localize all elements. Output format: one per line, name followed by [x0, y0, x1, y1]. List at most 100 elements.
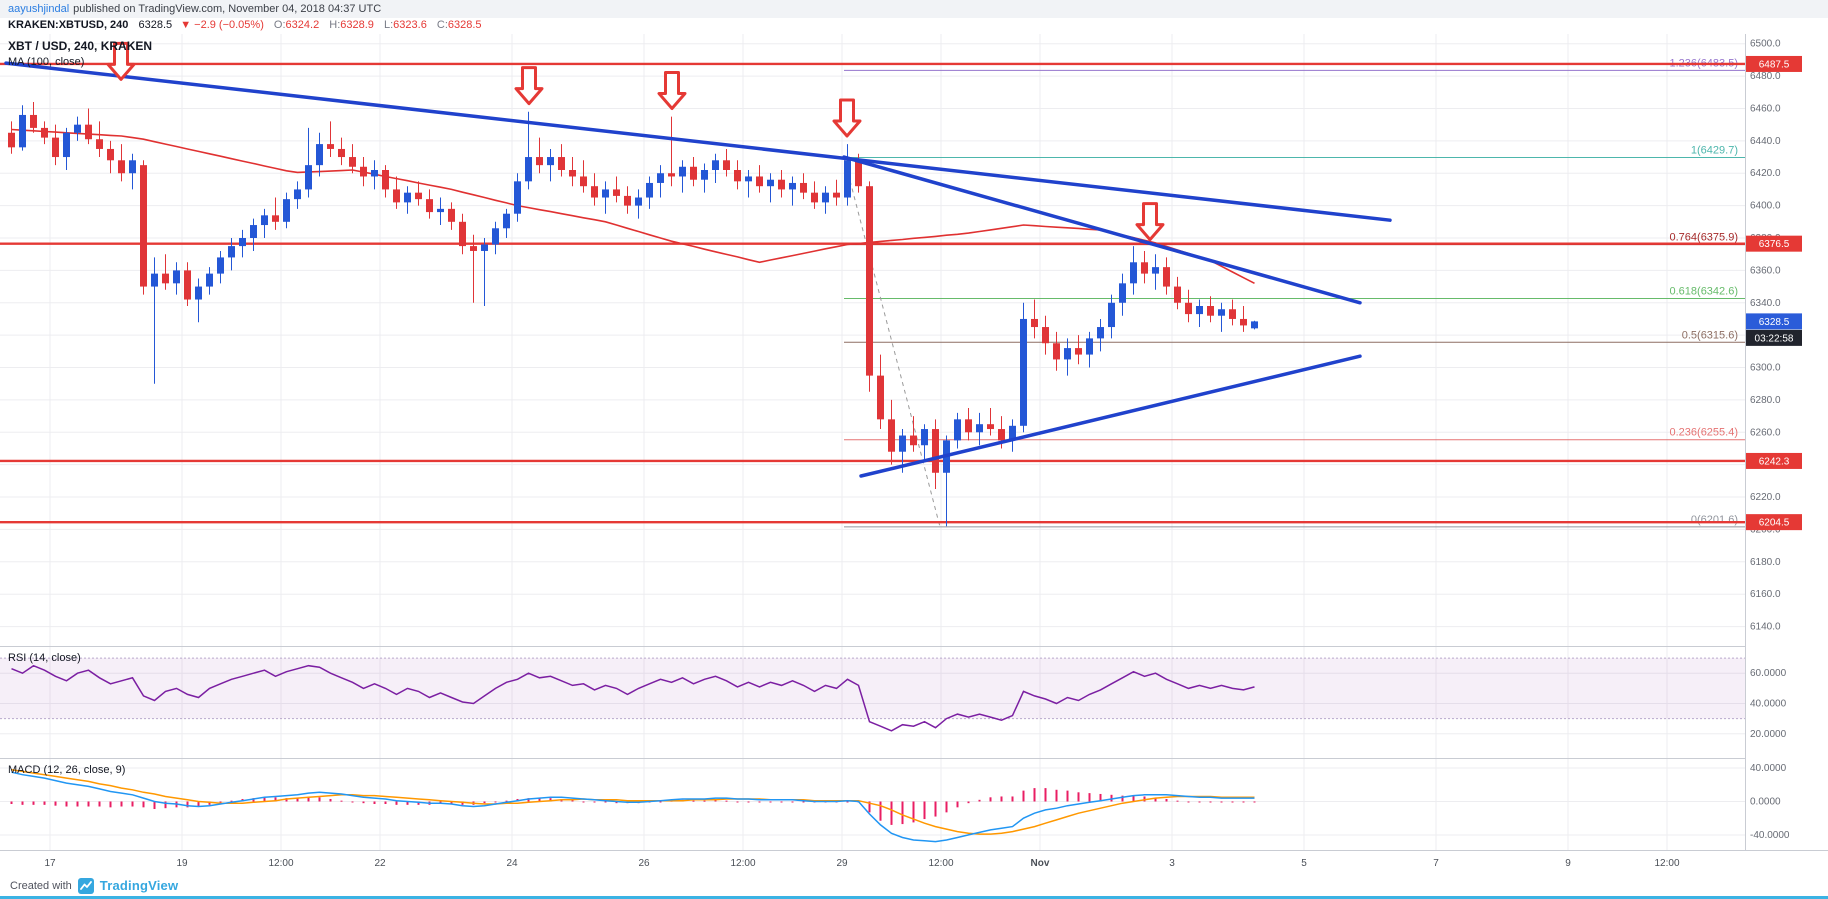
candle-body [877, 375, 884, 420]
candle-body [536, 157, 543, 166]
arrow-annotations[interactable] [106, 41, 1165, 242]
time-tick-label: 17 [44, 858, 56, 869]
trendlines[interactable] [4, 61, 1392, 478]
candle-body [96, 139, 103, 149]
price-tick-label: 6420.0 [1750, 168, 1781, 179]
price-tick-label: 6260.0 [1750, 427, 1781, 438]
svg-text:6376.5: 6376.5 [1759, 239, 1790, 250]
macd-histogram-bar [1242, 801, 1245, 803]
fib-level-label: 1(6429.7) [1691, 145, 1738, 157]
macd-histogram-bar [703, 800, 706, 802]
trendline[interactable] [4, 61, 1392, 222]
macd-histogram-bar [318, 797, 321, 802]
candles [8, 102, 1258, 527]
down-arrow-annotation[interactable] [657, 70, 687, 110]
macd-tick-label: -40.0000 [1750, 830, 1790, 841]
ma-legend[interactable]: MA (100, close) [8, 56, 84, 68]
candle-body [789, 182, 796, 190]
macd-histogram-bar [461, 801, 464, 805]
price-line-tag: 6487.5 [1746, 55, 1802, 72]
rsi-legend[interactable]: RSI (14, close) [8, 652, 81, 664]
down-arrow-annotation[interactable] [106, 41, 136, 81]
ma-line[interactable] [11, 128, 1255, 285]
candle-body [580, 176, 587, 187]
last-price-tag: 6328.5 [1746, 313, 1802, 330]
price-line-tag: 6204.5 [1746, 514, 1802, 531]
macd-histogram-bar [208, 801, 211, 805]
macd-histogram-bar [505, 800, 508, 802]
candle-body [1141, 262, 1148, 274]
macd-histogram-bar [395, 801, 398, 805]
candle-body [844, 160, 851, 198]
candle-body [1042, 327, 1049, 344]
macd-histogram-bar [659, 801, 662, 803]
trendline[interactable] [842, 155, 1362, 305]
time-tick-label: 12:00 [268, 858, 293, 869]
macd-histogram-bar [384, 801, 387, 804]
macd-histogram-bar [1077, 792, 1080, 802]
macd-histogram-bar [1220, 801, 1223, 803]
svg-text:6487.5: 6487.5 [1759, 59, 1790, 70]
candle-body [393, 189, 400, 203]
chart-area[interactable]: 1.236(6483.5)1(6429.7)0.764(6375.9)0.618… [0, 34, 1828, 875]
price-axis[interactable]: 6140.06160.06180.06200.06220.06240.06260… [1745, 34, 1828, 850]
candle-body [932, 429, 939, 473]
candle-body [30, 114, 37, 128]
time-tick-label: 19 [176, 858, 188, 869]
candle-body [162, 273, 169, 284]
author-link[interactable]: aayushjindal [8, 3, 70, 15]
macd-histogram-bar [1011, 796, 1014, 802]
trendline[interactable] [859, 354, 1362, 478]
macd-histogram-bar [1088, 793, 1091, 802]
credit-bar: aayushjindal published on TradingView.com… [0, 0, 1828, 18]
price-tick-label: 6340.0 [1750, 298, 1781, 309]
candlestick-chart[interactable]: 1.236(6483.5)1(6429.7)0.764(6375.9)0.618… [0, 34, 1828, 875]
symbol-title[interactable]: KRAKEN:XBTUSD, 240 [8, 19, 129, 31]
macd-histogram-bar [714, 799, 717, 802]
macd-tick-label: 0.0000 [1750, 796, 1781, 807]
candle-body [910, 435, 917, 446]
time-tick-label: 12:00 [730, 858, 755, 869]
time-tick-label: 5 [1301, 858, 1307, 869]
macd-histogram-bar [582, 801, 585, 803]
down-arrow-annotation[interactable] [514, 66, 544, 106]
candle-body [1119, 283, 1126, 303]
candle-body [811, 192, 818, 203]
pane-separators[interactable] [0, 646, 1828, 851]
candle-body [646, 182, 653, 198]
macd-histogram-bar [725, 800, 728, 802]
price-line-tag: 6376.5 [1746, 235, 1802, 252]
time-tick-label: 22 [374, 858, 386, 869]
down-arrow-annotation[interactable] [1135, 202, 1165, 242]
macd-histogram-bar [901, 801, 904, 825]
tradingview-brand[interactable]: TradingView [99, 878, 179, 893]
time-tick-label: 12:00 [928, 858, 953, 869]
time-axis[interactable]: 17 19 12:00 22 24 26 12:00 29 12:00 Nov 3 5 7 9 12:00 [44, 858, 1680, 869]
svg-text:03:22:58: 03:22:58 [1755, 333, 1794, 344]
tradingview-logo-icon[interactable] [77, 877, 94, 894]
macd-histogram-bar [351, 801, 354, 803]
svg-text:6242.3: 6242.3 [1759, 456, 1790, 467]
candle-body [228, 246, 235, 258]
candle-body [1108, 302, 1115, 328]
candle-body [745, 176, 752, 182]
macd-legend[interactable]: MACD (12, 26, close, 9) [8, 764, 125, 776]
macd-histogram-bar [87, 801, 90, 807]
low-label: L: [383, 19, 394, 31]
candle-body [723, 160, 730, 170]
price-line-tag: 6242.3 [1746, 452, 1802, 469]
macd-histogram-bar [956, 801, 959, 808]
down-arrow-annotation[interactable] [832, 98, 862, 138]
candle-body [888, 419, 895, 452]
time-tick-label: 26 [638, 858, 650, 869]
macd-histogram-bar [263, 797, 266, 802]
macd-histogram-bar [197, 801, 200, 807]
candle-body [206, 273, 213, 287]
candle-body [481, 244, 488, 251]
macd-histogram-bar [494, 801, 497, 803]
candle-body [503, 213, 510, 229]
macd-histogram-bar [912, 801, 915, 823]
time-tick-label: 7 [1433, 858, 1439, 869]
macd-histogram-bar [164, 801, 167, 809]
chart-title: XBT / USD, 240, KRAKEN [8, 39, 152, 53]
